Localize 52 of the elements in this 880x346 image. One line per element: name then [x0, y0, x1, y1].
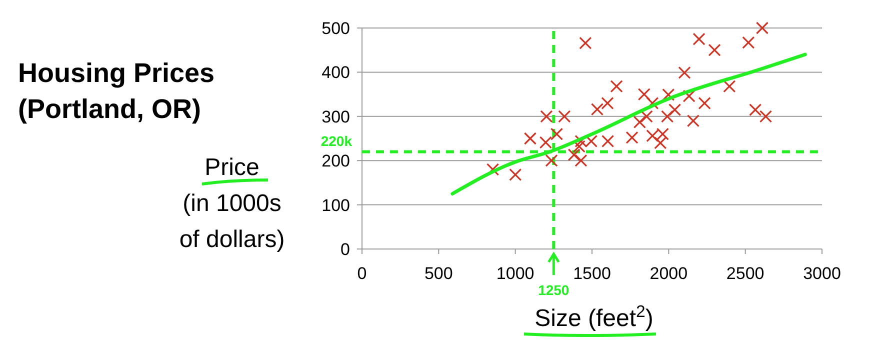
point	[678, 66, 691, 79]
point	[708, 44, 721, 56]
point	[692, 32, 706, 46]
point	[660, 110, 674, 123]
x-tick-label: 2500	[726, 264, 764, 283]
x-tick-label: 3000	[803, 264, 841, 283]
point	[759, 110, 772, 123]
point	[698, 96, 711, 110]
point	[756, 22, 768, 34]
x-axis-title: Size (feet$^{2}$)	[534, 302, 654, 332]
point	[610, 80, 623, 93]
text: Housing Prices (Portland, OR)	[18, 58, 215, 124]
point	[509, 168, 522, 182]
point	[540, 110, 553, 123]
point	[590, 103, 604, 116]
x-tick-label: 1500	[573, 264, 611, 283]
point	[686, 114, 700, 128]
point	[682, 90, 696, 102]
ref-line-label: 1250	[538, 282, 570, 298]
x-tick-label: 2000	[650, 264, 688, 283]
point	[574, 154, 588, 167]
point	[742, 36, 755, 49]
point	[579, 36, 592, 50]
x-tick-label: 1000	[496, 264, 534, 283]
point	[626, 131, 638, 144]
point	[539, 136, 552, 149]
point	[558, 110, 571, 123]
point	[633, 116, 646, 128]
x-tick-label: 500	[424, 264, 453, 283]
point	[662, 88, 675, 102]
point	[601, 96, 614, 110]
point	[568, 148, 580, 162]
point	[638, 88, 650, 101]
point	[749, 103, 762, 116]
point	[668, 103, 682, 116]
y-tick-label: 100	[322, 196, 350, 215]
point	[572, 140, 586, 153]
y-tick-label: 200	[322, 152, 350, 171]
point	[524, 132, 537, 145]
y-tick-label: 400	[322, 63, 350, 82]
point	[601, 134, 614, 148]
ref-line-label: 220k	[320, 132, 352, 149]
point	[550, 128, 564, 140]
point	[723, 80, 736, 93]
y-axis-title: Price (in 1000s of dollars)	[179, 154, 285, 253]
point	[640, 110, 653, 123]
point	[654, 136, 667, 150]
x-tick-label: 0	[357, 264, 367, 283]
y-tick-label: 300	[322, 107, 350, 126]
point	[545, 154, 558, 167]
y-tick-label: 0	[340, 240, 350, 259]
y-tick-label: 500	[322, 19, 350, 38]
